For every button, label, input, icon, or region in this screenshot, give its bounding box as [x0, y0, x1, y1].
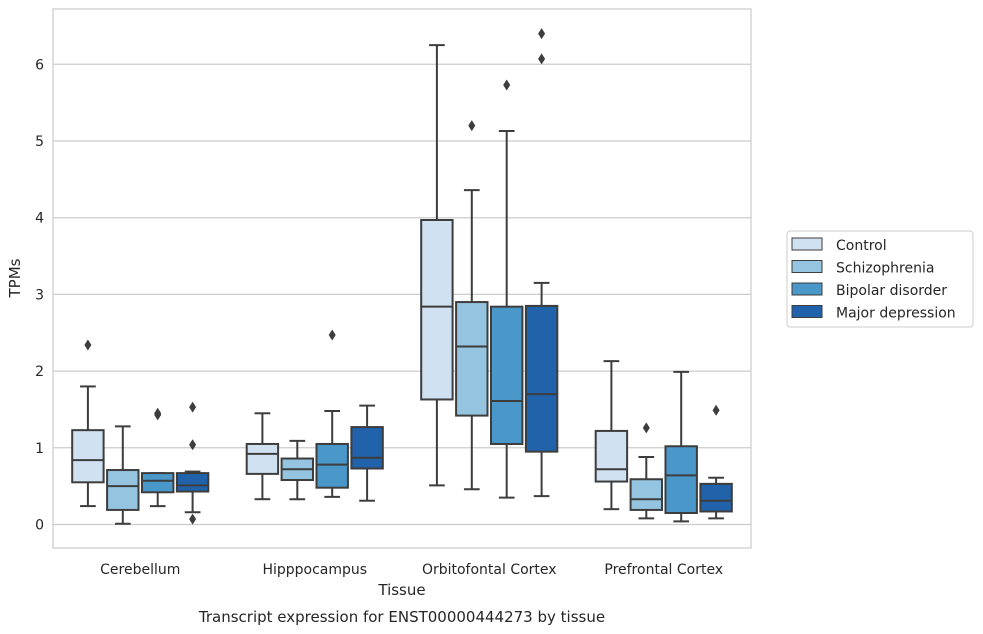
- legend-swatch: [791, 305, 823, 318]
- box: [71, 429, 105, 484]
- box: [106, 469, 140, 511]
- y-tick-label: 1: [35, 441, 44, 457]
- legend-swatch: [791, 237, 823, 251]
- outlier-point: [84, 339, 92, 351]
- plot-frame: [52, 8, 752, 549]
- y-tick-label: 0: [35, 518, 44, 534]
- legend: Control Schizophrenia Bipolar disorder Majo…: [786, 230, 974, 328]
- box-group: [524, 28, 559, 498]
- box: [629, 478, 664, 511]
- legend-label: Major depression: [836, 306, 956, 322]
- box-group: [594, 360, 629, 511]
- y-tick-label: 3: [35, 287, 44, 303]
- box-group: [280, 439, 315, 501]
- x-tick-labels: Cerebellum Hipppocampus Orbitofontal Corte…: [100, 562, 723, 578]
- x-tick-label: Cerebellum: [100, 562, 180, 578]
- outlier-point: [712, 404, 720, 416]
- box-group: [71, 339, 105, 508]
- legend-label: Control: [836, 238, 887, 254]
- outlier-point: [154, 407, 162, 419]
- outlier-point: [468, 120, 476, 132]
- box-group: [350, 404, 384, 502]
- box: [175, 472, 210, 493]
- box: [140, 472, 175, 494]
- legend-items: Control Schizophrenia Bipolar disorder Majo…: [791, 237, 956, 322]
- box-group: [420, 44, 454, 487]
- legend-label: Bipolar disorder: [836, 283, 947, 299]
- boxes: [71, 28, 733, 525]
- legend-label: Schizophrenia: [836, 261, 934, 277]
- box: [524, 304, 559, 453]
- y-tick-label: 4: [35, 211, 44, 227]
- box: [315, 442, 349, 489]
- outlier-point: [189, 513, 197, 525]
- outlier-point: [189, 439, 197, 451]
- legend-swatch: [791, 282, 823, 296]
- box-group: [629, 422, 664, 520]
- box: [455, 301, 489, 417]
- box: [489, 305, 524, 445]
- y-tick-label: 5: [35, 134, 44, 150]
- box-group: [489, 79, 524, 499]
- box: [420, 219, 454, 401]
- box: [245, 442, 280, 475]
- chart-caption: Transcript expression for ENST0000044427…: [198, 608, 605, 626]
- box: [350, 426, 384, 470]
- box-group: [175, 401, 210, 525]
- box-group: [106, 425, 140, 525]
- y-axis-title: TPMs: [6, 258, 24, 298]
- box: [594, 429, 629, 483]
- x-tick-label: Hipppocampus: [262, 562, 367, 578]
- outlier-point: [189, 401, 197, 413]
- legend-swatch: [791, 260, 823, 273]
- box-group: [455, 120, 489, 491]
- outlier-point: [538, 53, 546, 65]
- box-group: [699, 404, 733, 520]
- box: [699, 482, 733, 513]
- y-tick-label: 6: [35, 57, 44, 73]
- x-axis-title: Tissue: [377, 581, 425, 599]
- gridlines: [53, 63, 751, 526]
- y-tick-labels: 0 1 2 3 4 5 6: [35, 57, 44, 533]
- y-tick-label: 2: [35, 364, 44, 380]
- outlier-point: [503, 79, 511, 91]
- outlier-point: [538, 28, 546, 40]
- box-group: [245, 412, 280, 501]
- box-group: [315, 329, 349, 498]
- legend-frame: [786, 230, 974, 328]
- outlier-point: [642, 422, 650, 434]
- outlier-point: [328, 329, 336, 341]
- x-tick-label: Prefrontal Cortex: [604, 562, 723, 578]
- box: [664, 445, 698, 514]
- x-tick-label: Orbitofontal Cortex: [422, 562, 557, 578]
- box-group: [140, 407, 175, 508]
- box-group: [664, 370, 698, 523]
